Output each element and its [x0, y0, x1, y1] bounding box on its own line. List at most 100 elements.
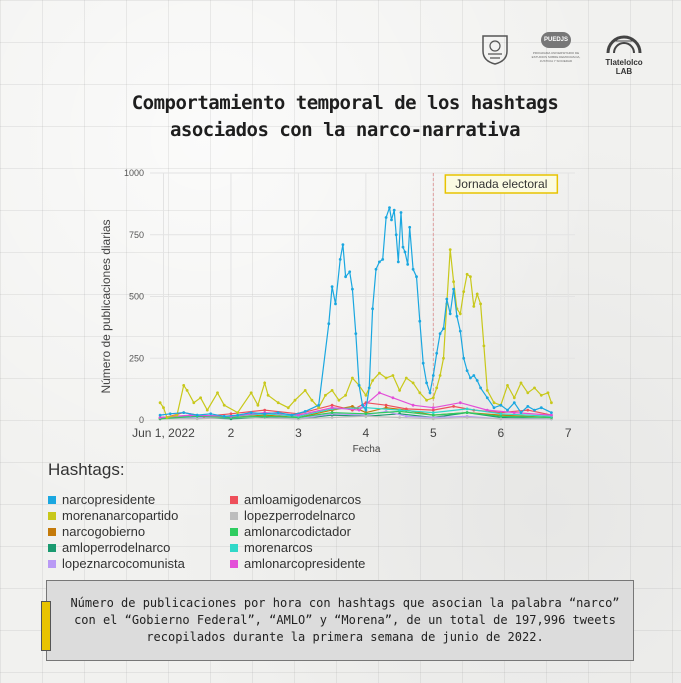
series-point-narcopresidente [394, 233, 398, 237]
series-point-amlonarcopresidente [330, 406, 334, 410]
series-point-morenanarcopartido [192, 401, 196, 405]
legend-title: Hashtags: [48, 460, 125, 479]
series-point-amloamigodenarcos [452, 405, 455, 408]
series-point-amloamigodenarcos [263, 408, 267, 412]
series-point-narcopresidente [168, 412, 172, 416]
series-point-narcopresidente [462, 356, 466, 360]
series-point-narcopresidente [374, 267, 378, 271]
series-point-amlonarcopresidente [485, 408, 489, 412]
series-point-morenanarcopartido [222, 403, 226, 407]
series-point-morenanarcopartido [546, 391, 550, 395]
series-point-morenanarcopartido [199, 396, 202, 400]
legend-label: amlonarcopresidente [244, 556, 366, 571]
series-point-morenanarcopartido [512, 396, 516, 400]
series-point-morenanarcopartido [398, 389, 401, 392]
series-point-amlonarcodictador [364, 412, 368, 416]
legend-swatch [230, 495, 238, 504]
series-point-morenanarcopartido [205, 408, 209, 412]
line-chart: 0 250 500 750 1000 Jun 1, 2022 2 3 4 5 6 7 Fecha Núme… [99, 168, 575, 455]
legend-item-narcogobierno: narcogobierno [48, 524, 145, 539]
series-point-morenanarcopartido [344, 393, 347, 397]
legend-item-lopezperrodelnarco: lopezperrodelnarco [230, 508, 355, 523]
series-point-narcopresidente [472, 374, 476, 377]
annotation-label: Jornada electoral [455, 177, 547, 191]
series-point-lopezperrodelnarco [465, 416, 469, 419]
y-tick-label: 1000 [124, 168, 144, 178]
series-point-morenanarcopartido [317, 406, 321, 410]
series-point-narcopresidente [406, 263, 410, 266]
series-point-narcopresidente [465, 369, 469, 372]
legend-item-amlonarcodictador: amlonarcodictador [230, 524, 351, 539]
series-point-narcopresidente [445, 297, 449, 301]
series-point-narcopresidente [408, 225, 412, 229]
series-point-narcopresidente [485, 396, 489, 400]
series-point-morenanarcopartido [479, 302, 482, 306]
series-point-morenanarcopartido [384, 376, 388, 380]
legend-label: amloperrodelnarco [62, 540, 171, 555]
series-point-morenanarcopartido [351, 376, 354, 380]
series-line-narcopresidente [160, 207, 552, 417]
series-point-narcopresidente [209, 412, 213, 416]
series-point-narcopresidente [431, 374, 435, 377]
x-tick-label: 3 [295, 426, 302, 440]
series-point-narcopresidente [195, 413, 199, 417]
series-point-amloamigodenarcos [229, 412, 233, 416]
series-point-narcopresidente [519, 411, 523, 414]
legend-item-narcopresidente: narcopresidente [48, 492, 155, 507]
series-point-amlonarcodictador [499, 414, 503, 418]
series-point-narcopresidente [425, 381, 428, 385]
series-point-morenanarcopartido [485, 389, 489, 392]
series-point-narcopresidente [455, 314, 459, 318]
series-point-morenanarcopartido [448, 248, 452, 251]
series-point-narcopresidente [367, 386, 371, 390]
legend-swatch [230, 511, 238, 520]
series-point-narcopresidente [390, 218, 393, 222]
series-point-narcopresidente [401, 245, 405, 249]
series-point-lopeznarcocomunista [404, 414, 408, 418]
series-point-morenanarcopartido [293, 398, 297, 402]
series-point-morenanarcopartido [249, 391, 253, 395]
series-point-morenanarcopartido [364, 393, 368, 397]
series-point-morenanarcopartido [185, 389, 189, 392]
series-point-narcopresidente [371, 307, 374, 311]
series-point-morenanarcopartido [337, 398, 341, 402]
series-point-morenanarcopartido [182, 384, 186, 387]
series-point-morenanarcopartido [452, 280, 455, 284]
legend-swatch [48, 511, 56, 520]
series-point-morenanarcopartido [263, 381, 267, 385]
legend-item-amloperrodelnarco: amloperrodelnarco [48, 540, 170, 555]
title-line-2: asociados con la narco-narrativa [169, 119, 521, 141]
series-point-morenanarcopartido [431, 396, 435, 400]
series-point-narcopresidente [338, 258, 342, 261]
series-point-narcopresidente [415, 275, 418, 279]
series-point-narcopresidente [435, 351, 439, 355]
legend-label: amlonarcodictador [244, 524, 351, 539]
series-point-lopezperrodelnarco [398, 416, 401, 419]
series-point-amlonarcopresidente [391, 396, 395, 400]
series-point-morenanarcopartido [165, 416, 169, 419]
series-point-morenanarcopartido [435, 386, 439, 390]
series-point-amloamigodenarcos [404, 407, 408, 411]
series-point-narcopresidente [448, 312, 452, 316]
series-point-narcopresidente [182, 411, 186, 414]
series-point-morenanarcopartido [310, 398, 314, 402]
series-point-narcopresidente [263, 412, 267, 416]
legend-swatch [48, 527, 56, 536]
series-point-narcopresidente [533, 408, 536, 412]
series-point-narcopresidente [236, 413, 240, 417]
caption-box: Número de publicaciones por hora con has… [41, 580, 634, 661]
series-point-morenanarcopartido [550, 401, 553, 405]
series-point-narcopresidente [421, 361, 425, 365]
legend-label: morenarcos [244, 540, 313, 555]
legend-label: lopeznarcocomunista [62, 556, 185, 571]
tlatelolco-lab-label: Tlatelolco LAB [605, 58, 643, 76]
series-point-narcopresidente [354, 332, 358, 335]
series-point-narcopresidente [411, 267, 415, 271]
series-point-amlonarcopresidente [378, 391, 381, 395]
series-point-amloamigodenarcos [384, 403, 388, 407]
series-point-amlonarcopresidente [357, 408, 361, 412]
series-point-amlonarcodictador [431, 413, 435, 417]
annotation-box [444, 174, 559, 194]
y-tick-label: 0 [139, 415, 144, 425]
